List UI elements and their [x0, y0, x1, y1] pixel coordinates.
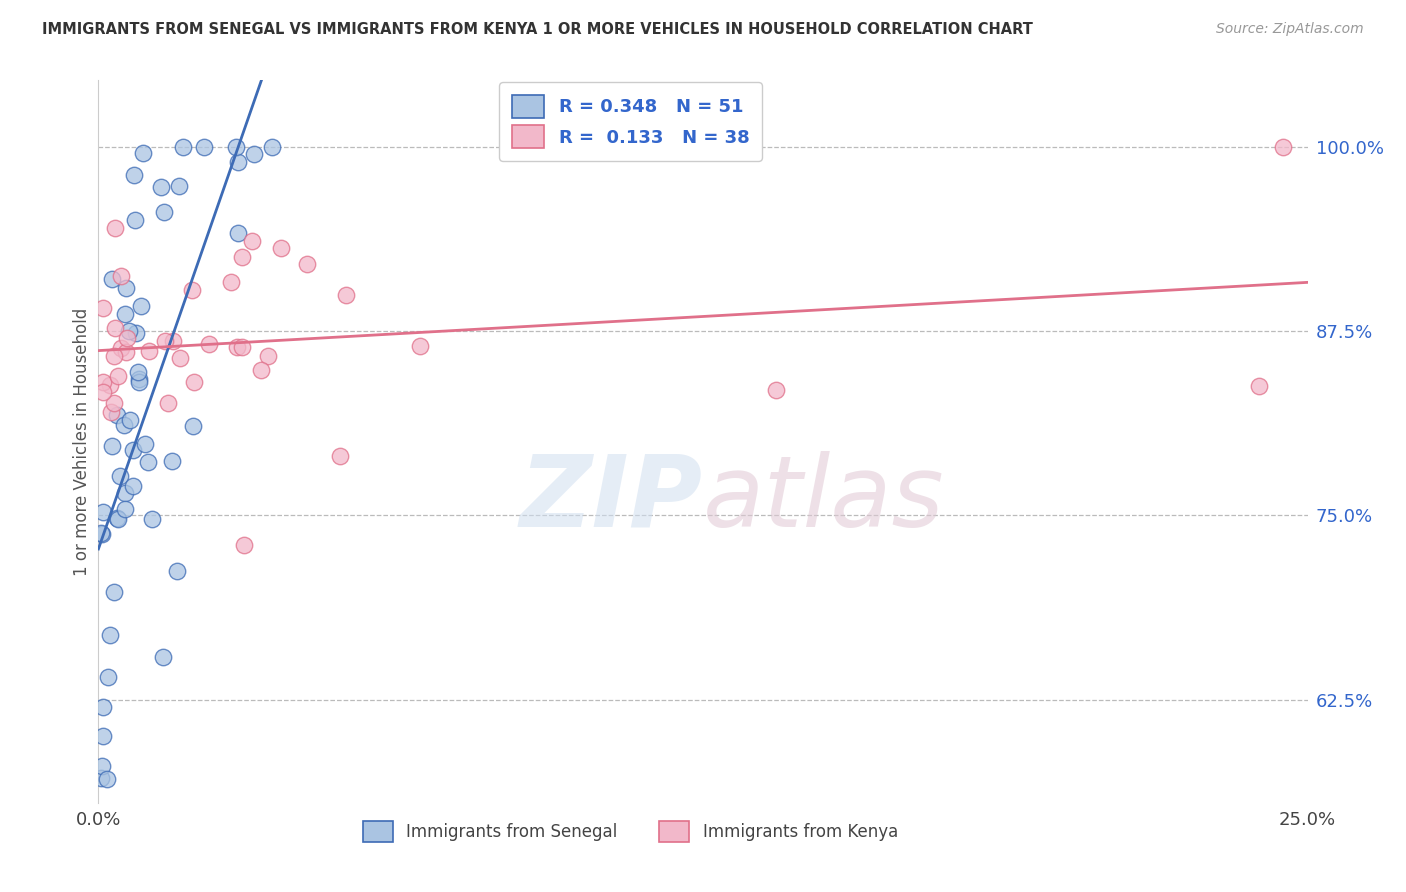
Point: [105, 408, 128, 422]
Point: [262, 139, 284, 153]
Point: [91, 700, 114, 714]
Point: [115, 281, 138, 295]
Point: [160, 454, 183, 468]
Point: [125, 326, 148, 340]
Point: [115, 344, 138, 359]
Point: [297, 257, 319, 271]
Point: [149, 179, 172, 194]
Point: [329, 450, 352, 464]
Point: [110, 469, 132, 483]
Point: [167, 178, 190, 193]
Point: [122, 479, 145, 493]
Point: [256, 349, 278, 363]
Text: atlas: atlas: [703, 450, 945, 548]
Point: [114, 501, 136, 516]
Point: [96, 772, 118, 786]
Legend: Immigrants from Senegal, Immigrants from Kenya: Immigrants from Senegal, Immigrants from…: [356, 814, 904, 848]
Point: [104, 321, 127, 335]
Point: [114, 307, 136, 321]
Point: [91, 301, 114, 315]
Point: [198, 337, 221, 351]
Text: ZIP: ZIP: [520, 450, 703, 548]
Point: [240, 234, 263, 248]
Point: [225, 139, 247, 153]
Point: [114, 486, 136, 500]
Point: [181, 419, 204, 434]
Point: [118, 325, 141, 339]
Point: [1272, 139, 1295, 153]
Point: [153, 334, 176, 348]
Text: Source: ZipAtlas.com: Source: ZipAtlas.com: [1216, 22, 1364, 37]
Point: [181, 283, 204, 297]
Point: [131, 299, 153, 313]
Point: [103, 584, 125, 599]
Point: [122, 168, 145, 182]
Point: [100, 439, 122, 453]
Point: [107, 368, 129, 383]
Point: [98, 628, 121, 642]
Point: [132, 145, 155, 160]
Point: [231, 340, 253, 354]
Point: [153, 205, 176, 219]
Point: [128, 375, 150, 389]
Point: [91, 505, 114, 519]
Point: [409, 339, 432, 353]
Point: [91, 375, 114, 389]
Point: [100, 405, 122, 419]
Point: [242, 147, 264, 161]
Point: [162, 334, 184, 348]
Point: [115, 331, 138, 345]
Point: [127, 365, 149, 379]
Point: [103, 349, 125, 363]
Point: [226, 226, 249, 240]
Point: [226, 340, 249, 354]
Point: [91, 384, 114, 399]
Point: [101, 272, 124, 286]
Point: [103, 221, 125, 235]
Point: [97, 670, 120, 684]
Point: [226, 154, 249, 169]
Point: [98, 377, 121, 392]
Point: [166, 565, 188, 579]
Point: [128, 371, 150, 385]
Point: [110, 269, 132, 284]
Point: [90, 525, 112, 540]
Point: [105, 510, 128, 524]
Point: [124, 213, 146, 227]
Point: [765, 383, 787, 397]
Point: [122, 442, 145, 457]
Y-axis label: 1 or more Vehicles in Household: 1 or more Vehicles in Household: [73, 308, 91, 575]
Text: IMMIGRANTS FROM SENEGAL VS IMMIGRANTS FROM KENYA 1 OR MORE VEHICLES IN HOUSEHOLD: IMMIGRANTS FROM SENEGAL VS IMMIGRANTS FR…: [42, 22, 1033, 37]
Point: [219, 275, 242, 289]
Point: [232, 538, 254, 552]
Point: [107, 511, 129, 525]
Point: [141, 511, 163, 525]
Point: [90, 771, 112, 785]
Point: [134, 437, 156, 451]
Point: [172, 139, 194, 153]
Point: [120, 413, 142, 427]
Point: [91, 527, 114, 541]
Point: [231, 250, 253, 264]
Point: [103, 395, 125, 409]
Point: [169, 351, 191, 365]
Point: [91, 759, 114, 773]
Point: [193, 139, 215, 153]
Point: [156, 396, 179, 410]
Point: [1249, 378, 1271, 392]
Point: [112, 417, 135, 432]
Point: [152, 650, 174, 665]
Point: [183, 375, 205, 389]
Point: [138, 344, 160, 359]
Point: [335, 288, 357, 302]
Point: [250, 363, 273, 377]
Point: [270, 241, 292, 255]
Point: [110, 341, 132, 355]
Point: [136, 455, 159, 469]
Point: [91, 730, 114, 744]
